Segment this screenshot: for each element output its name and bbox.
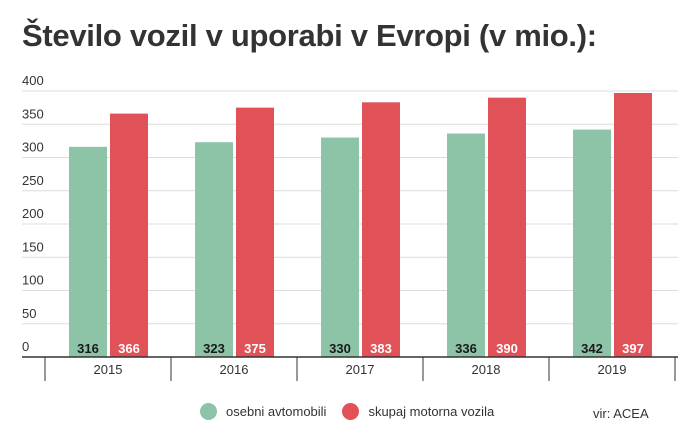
value-label-2016-series-0: 323 (203, 341, 225, 356)
value-label-2019-series-0: 342 (581, 341, 603, 356)
bar-2016-series-1 (236, 107, 274, 357)
value-label-2015-series-1: 366 (118, 341, 140, 356)
bar-2017-series-0 (321, 137, 359, 357)
y-tick-label-350: 350 (22, 106, 44, 121)
y-tick-label-50: 50 (22, 306, 36, 321)
y-tick-label-0: 0 (22, 339, 29, 354)
y-axis-ticks: 0 50 100 150 200 250 300 350 400 (22, 73, 44, 354)
bar-2019-series-1 (614, 92, 652, 358)
value-labels: 316 366 323 375 330 383 336 390 342 397 (77, 341, 644, 356)
bar-2015-series-0 (69, 146, 107, 357)
bar-2018-series-0 (447, 133, 485, 357)
legend-swatch-osebni-avtomobili (200, 403, 217, 420)
bar-2016-series-0 (195, 142, 233, 357)
legend-label-osebni-avtomobili: osebni avtomobili (226, 404, 327, 419)
legend-label-skupaj-motorna-vozila: skupaj motorna vozila (368, 404, 495, 419)
chart-title: Število vozil v uporabi v Evropi (v mio.… (22, 18, 597, 53)
legend: osebni avtomobili skupaj motorna vozila (200, 403, 510, 420)
y-tick-label-200: 200 (22, 206, 44, 221)
value-label-2017-series-1: 383 (370, 341, 392, 356)
source-note: vir: ACEA (593, 406, 649, 421)
value-label-2016-series-1: 375 (244, 341, 266, 356)
bar-2018-series-1 (488, 97, 526, 358)
x-tick-label-2017: 2017 (346, 362, 375, 377)
y-tick-label-100: 100 (22, 273, 44, 288)
value-label-2018-series-1: 390 (496, 341, 518, 356)
x-axis: 2015 2016 2017 2018 2019 (22, 356, 678, 381)
x-tick-label-2015: 2015 (94, 362, 123, 377)
x-tick-label-2016: 2016 (220, 362, 249, 377)
value-label-2017-series-0: 330 (329, 341, 351, 356)
x-tick-label-2018: 2018 (472, 362, 501, 377)
y-tick-label-150: 150 (22, 239, 44, 254)
value-label-2015-series-0: 316 (77, 341, 99, 356)
legend-item-osebni-avtomobili: osebni avtomobili (200, 403, 326, 420)
value-label-2019-series-1: 397 (622, 341, 644, 356)
y-tick-label-250: 250 (22, 173, 44, 188)
bars (69, 92, 652, 358)
bar-2019-series-0 (573, 129, 611, 357)
legend-swatch-skupaj-motorna-vozila (342, 403, 360, 420)
bar-2017-series-1 (362, 102, 400, 358)
y-tick-label-300: 300 (22, 140, 44, 155)
x-tick-label-2019: 2019 (598, 362, 627, 377)
legend-item-skupaj-motorna-vozila: skupaj motorna vozila (342, 403, 494, 420)
bar-2015-series-1 (110, 113, 148, 357)
value-label-2018-series-0: 336 (455, 341, 477, 356)
y-tick-label-400: 400 (22, 73, 44, 88)
